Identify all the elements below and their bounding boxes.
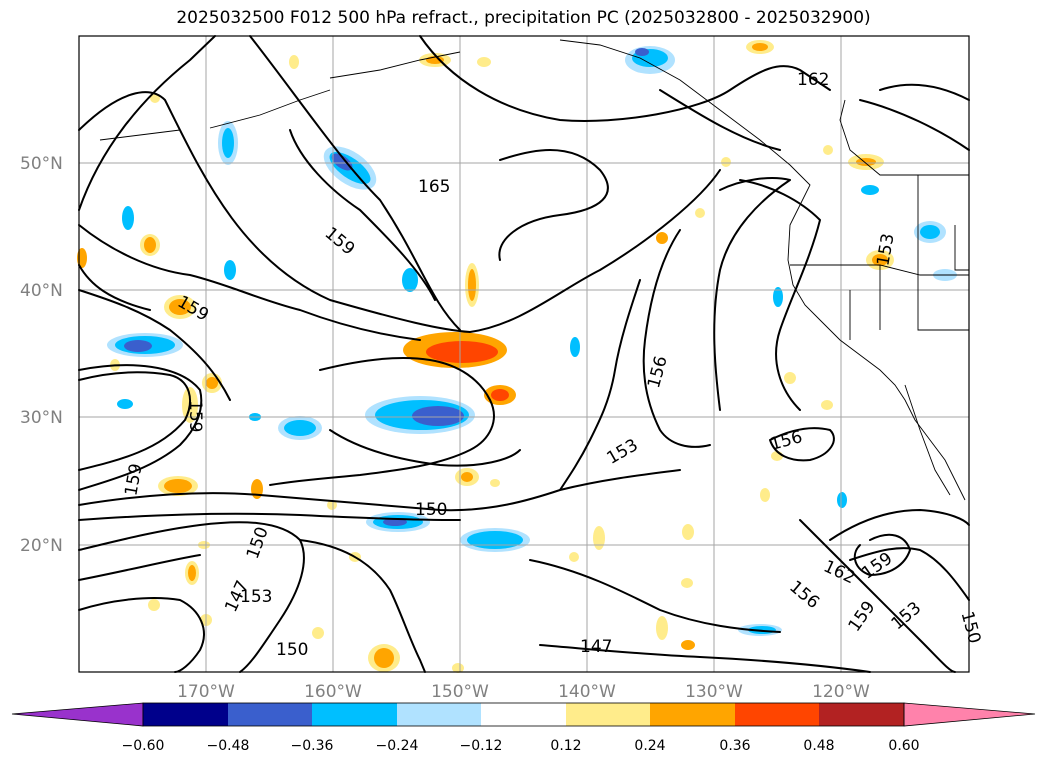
colorbar-segment [228, 703, 312, 726]
contour-label: 153 [240, 587, 272, 607]
colorbar-extend-right [903, 702, 1036, 727]
colorbar-tick: −0.60 [122, 738, 165, 754]
lon-label: 140°W [558, 682, 616, 702]
lat-label: 30°N [20, 408, 63, 428]
colorbar-outline [142, 702, 905, 727]
lon-label: 130°W [685, 682, 743, 702]
colorbar: −0.60 −0.48 −0.36 −0.24 −0.12 0.12 0.24 … [11, 702, 1036, 754]
colorbar-segment [735, 703, 819, 726]
colorbar-tick: −0.24 [376, 738, 419, 754]
map-title: 2025032500 F012 500 hPa refract., precip… [176, 8, 871, 28]
contour-label: 147 [580, 637, 612, 657]
contour-label: 165 [418, 177, 450, 197]
colorbar-segment [143, 703, 228, 726]
colorbar-tick: −0.36 [291, 738, 334, 754]
lon-label: 150°W [431, 682, 489, 702]
lat-label: 20°N [20, 536, 63, 556]
coastlines [99, 39, 969, 501]
colorbar-extend-left [11, 702, 144, 727]
colorbar-tick: −0.48 [207, 738, 250, 754]
colorbar-segment [819, 703, 904, 726]
contour-label: 150 [415, 500, 447, 520]
colorbar-tick: 0.36 [719, 738, 750, 754]
lat-label: 40°N [20, 281, 63, 301]
colorbar-tick: −0.12 [460, 738, 503, 754]
lat-label: 50°N [20, 154, 63, 174]
colorbar-segment [397, 703, 481, 726]
lon-label: 160°W [304, 682, 362, 702]
contour-label: 159 [185, 400, 205, 432]
colorbar-tick: 0.24 [634, 738, 665, 754]
contour-label: 150 [276, 640, 308, 660]
contour-label: 162 [797, 70, 829, 90]
colorbar-tick: 0.48 [803, 738, 834, 754]
colorbar-tick: 0.60 [888, 738, 919, 754]
lon-label: 120°W [812, 682, 870, 702]
colorbar-tick: 0.12 [550, 738, 581, 754]
refractivity-contours [78, 35, 970, 673]
colorbar-segment [312, 703, 397, 726]
longitude-labels: 170°W 160°W 150°W 140°W 130°W 120°W [177, 682, 870, 702]
colorbar-segment [566, 703, 650, 726]
lon-label: 170°W [177, 682, 235, 702]
colorbar-segment [481, 703, 566, 726]
latitude-labels: 50°N 40°N 30°N 20°N [20, 154, 63, 556]
colorbar-segment [650, 703, 735, 726]
map-frame [78, 35, 970, 673]
